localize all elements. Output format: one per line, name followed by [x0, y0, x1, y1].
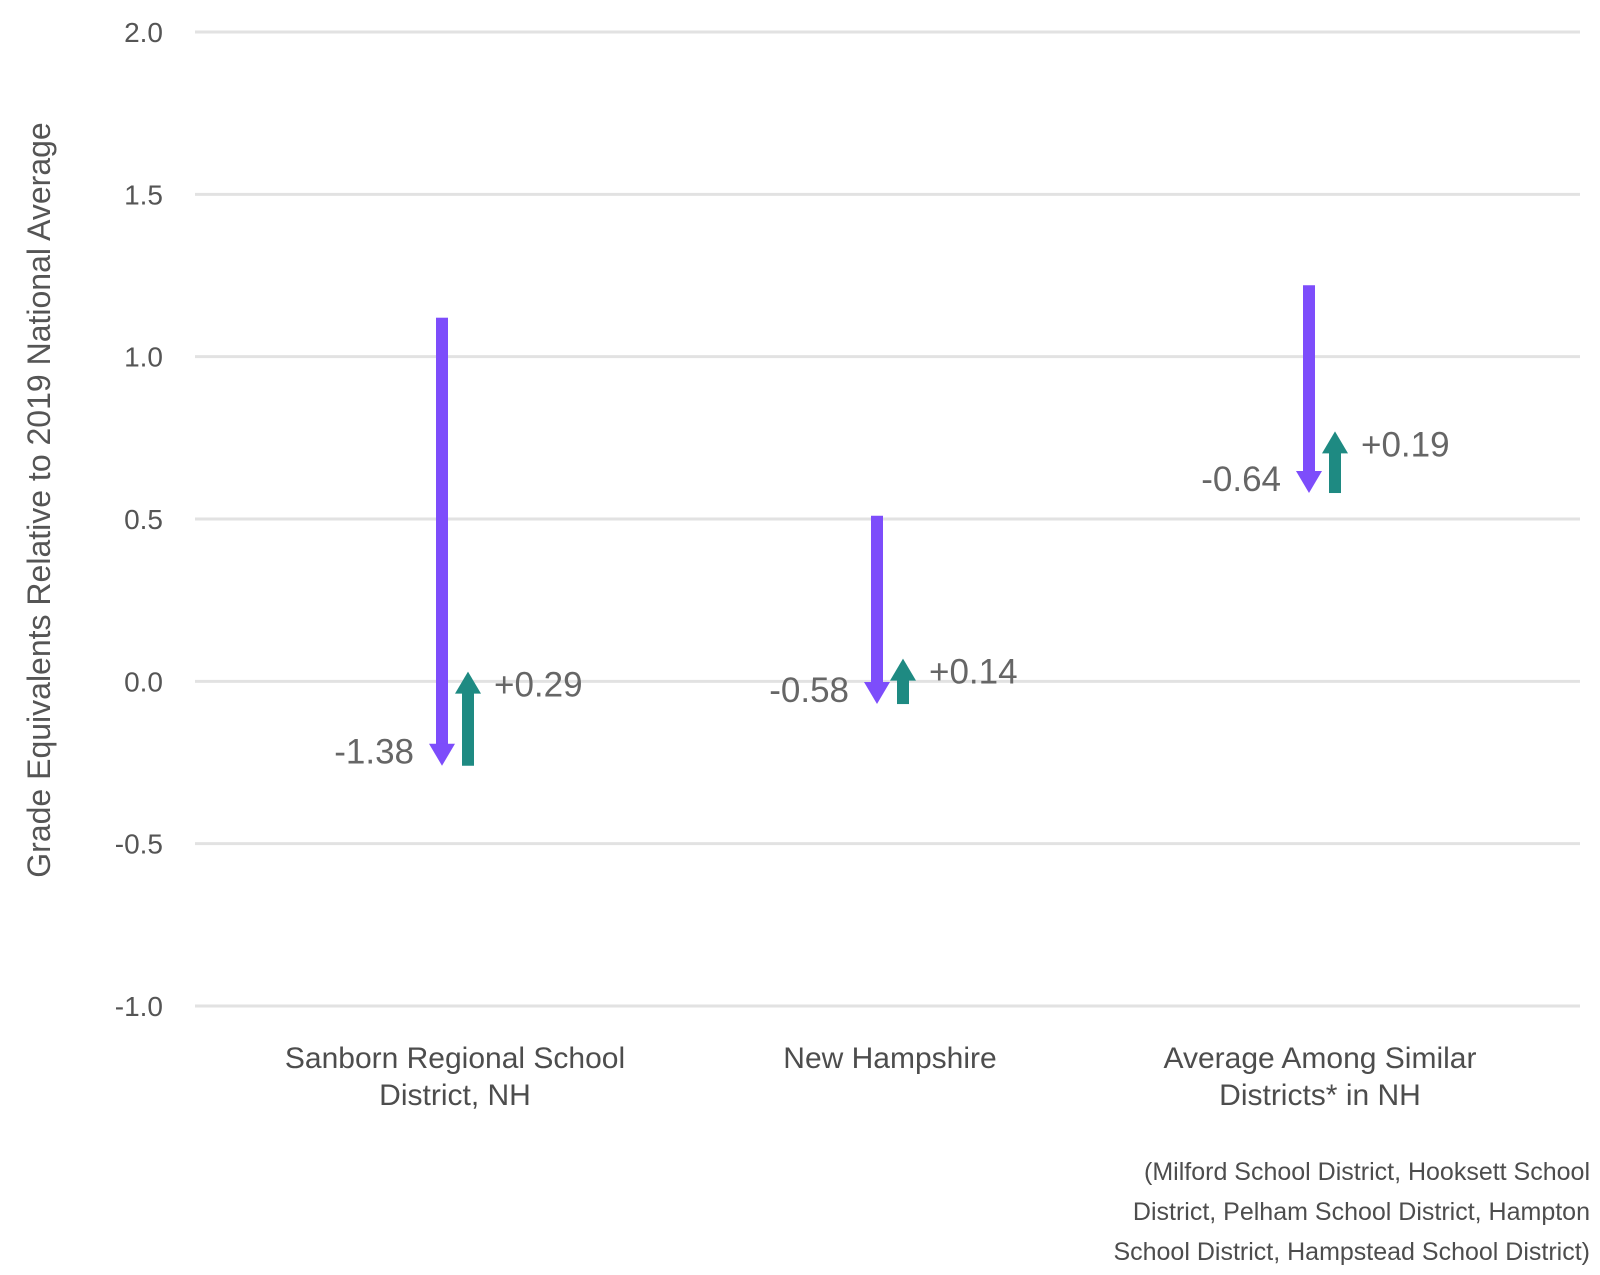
- y-tick-label: -1.0: [115, 991, 163, 1022]
- decline-arrow-head: [1296, 471, 1322, 494]
- recovery-value-label: +0.14: [929, 653, 1018, 692]
- y-tick-label: 0.5: [124, 504, 163, 535]
- y-tick-label: 1.0: [124, 342, 163, 373]
- y-axis-ticks: 2.0 1.5 1.0 0.5 0.0 -0.5 -1.0: [115, 17, 163, 1022]
- footnote-line: (Milford School District, Hooksett Schoo…: [1144, 1158, 1590, 1186]
- category-label: District, NH: [379, 1079, 531, 1112]
- recovery-value-label: +0.29: [494, 666, 583, 705]
- y-tick-label: 2.0: [124, 17, 163, 48]
- y-tick-label: -0.5: [115, 829, 163, 860]
- data-labels: -1.38 +0.29 -0.58 +0.14 -0.64 +0.19: [334, 425, 1449, 771]
- footnote-line: District, Pelham School District, Hampto…: [1133, 1198, 1590, 1226]
- recovery-arrow-head: [890, 658, 916, 681]
- gridlines: [195, 30, 1580, 1008]
- decline-arrow-head: [429, 743, 455, 766]
- recovery-arrow-head: [1322, 431, 1348, 454]
- decline-arrow: [864, 515, 890, 705]
- decline-value-label: -1.38: [334, 733, 414, 772]
- recovery-arrow: [455, 671, 481, 766]
- arrow-marks: [429, 285, 1348, 766]
- category-label: New Hampshire: [783, 1042, 996, 1075]
- category-label: Districts* in NH: [1219, 1079, 1421, 1112]
- recovery-arrow-head: [455, 671, 481, 694]
- decline-arrow: [1296, 285, 1322, 494]
- decline-arrow-shaft: [871, 515, 883, 685]
- y-tick-label: 0.0: [124, 666, 163, 697]
- footnote: (Milford School District, Hooksett Schoo…: [1113, 1158, 1590, 1266]
- y-tick-label: 1.5: [124, 179, 163, 210]
- decline-value-label: -0.64: [1201, 460, 1281, 499]
- recovery-arrow-shaft: [462, 691, 474, 766]
- y-axis-title: Grade Equivalents Relative to 2019 Natio…: [21, 122, 57, 877]
- x-axis-categories: Sanborn Regional School District, NH New H…: [285, 1042, 1477, 1112]
- decline-arrow-head: [864, 682, 890, 705]
- decline-arrow-shaft: [1303, 285, 1315, 474]
- decline-arrow: [429, 317, 455, 766]
- category-label: Average Among Similar: [1164, 1042, 1477, 1075]
- decline-arrow-shaft: [436, 317, 448, 746]
- recovery-arrow: [1322, 431, 1348, 494]
- footnote-line: School District, Hampstead School Distri…: [1113, 1238, 1590, 1266]
- recovery-arrow-shaft: [897, 678, 909, 705]
- recovery-arrow-shaft: [1329, 451, 1341, 494]
- decline-value-label: -0.58: [769, 671, 849, 710]
- recovery-value-label: +0.19: [1361, 425, 1450, 464]
- category-label: Sanborn Regional School: [285, 1042, 625, 1075]
- recovery-arrow: [890, 658, 916, 705]
